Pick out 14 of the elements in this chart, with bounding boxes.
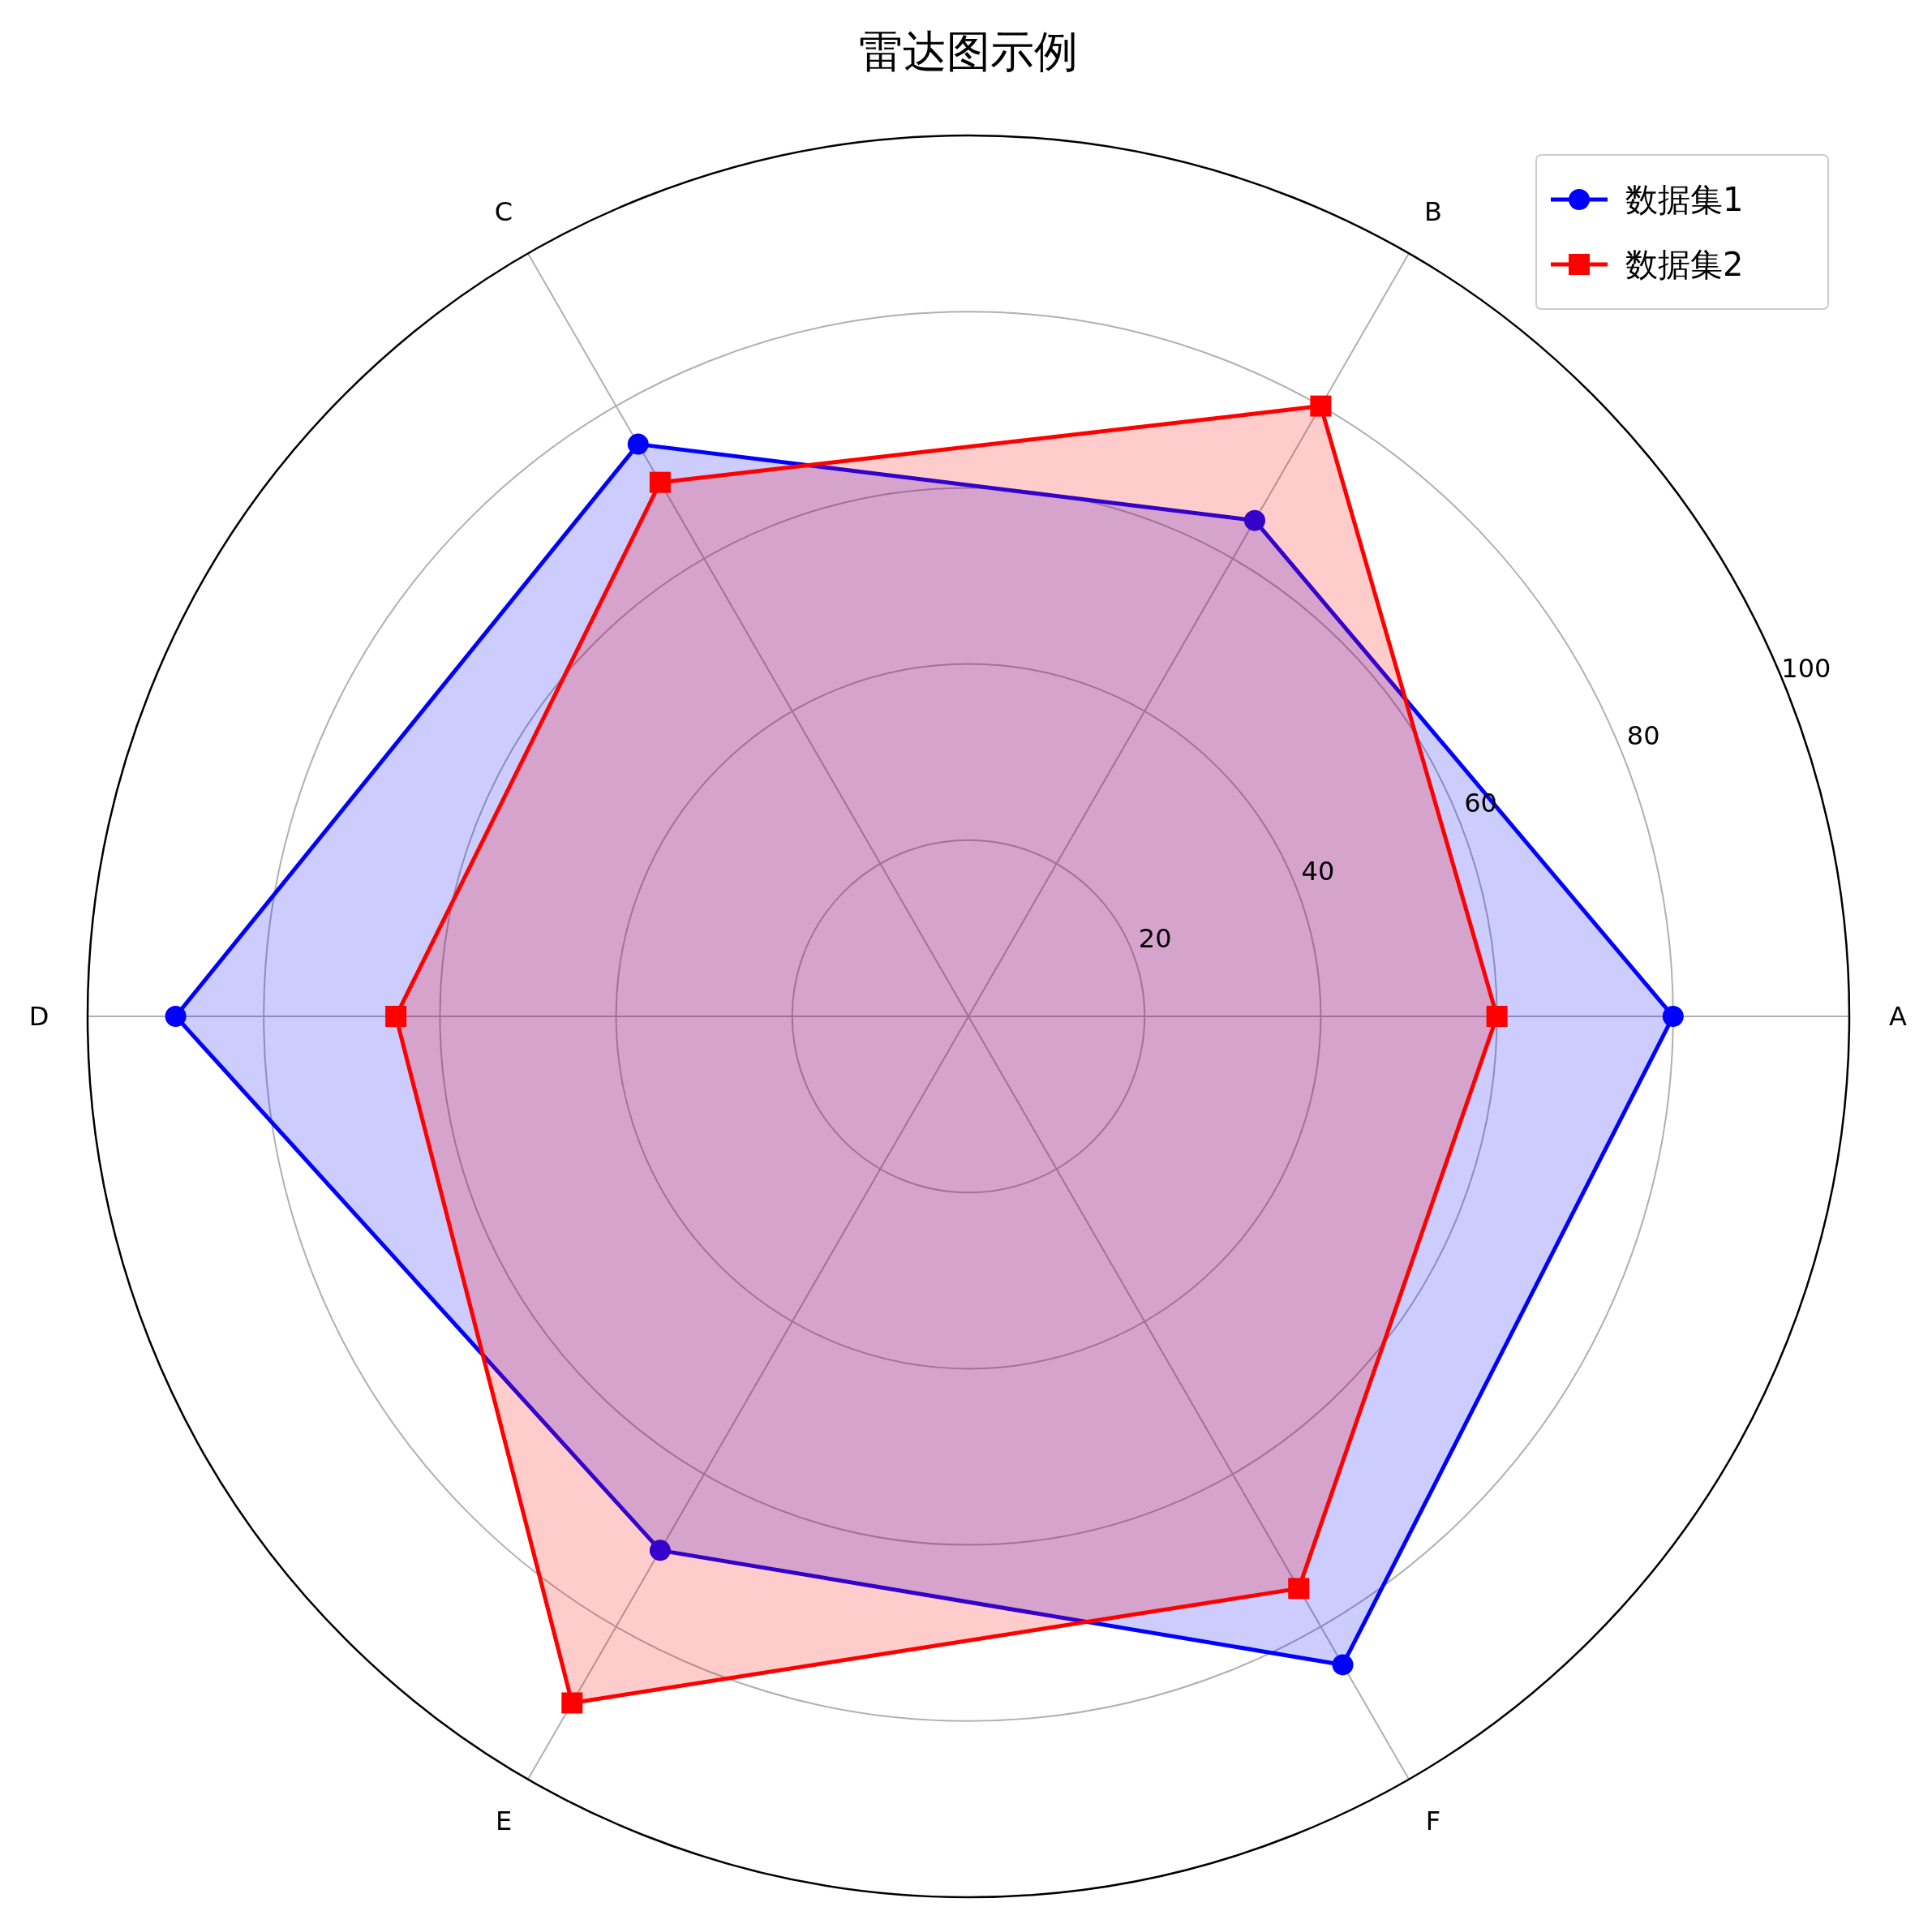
y-tick-label: 40 <box>1301 855 1335 887</box>
spoke-label: A <box>1889 1001 1908 1032</box>
y-tick-label: 80 <box>1626 720 1660 752</box>
spoke-label: F <box>1425 1806 1441 1837</box>
legend-label: 数据集2 <box>1625 246 1744 283</box>
y-tick-label: 60 <box>1464 788 1497 819</box>
chart-title: 雷达图示例 <box>859 26 1078 77</box>
spoke-label: C <box>494 195 513 227</box>
y-tick-label: 20 <box>1138 922 1172 954</box>
legend-label: 数据集1 <box>1625 181 1744 218</box>
spoke-label: E <box>495 1806 513 1837</box>
spoke-label: B <box>1424 195 1442 227</box>
spoke-label: D <box>28 1001 49 1032</box>
y-tick-label: 100 <box>1781 653 1831 685</box>
